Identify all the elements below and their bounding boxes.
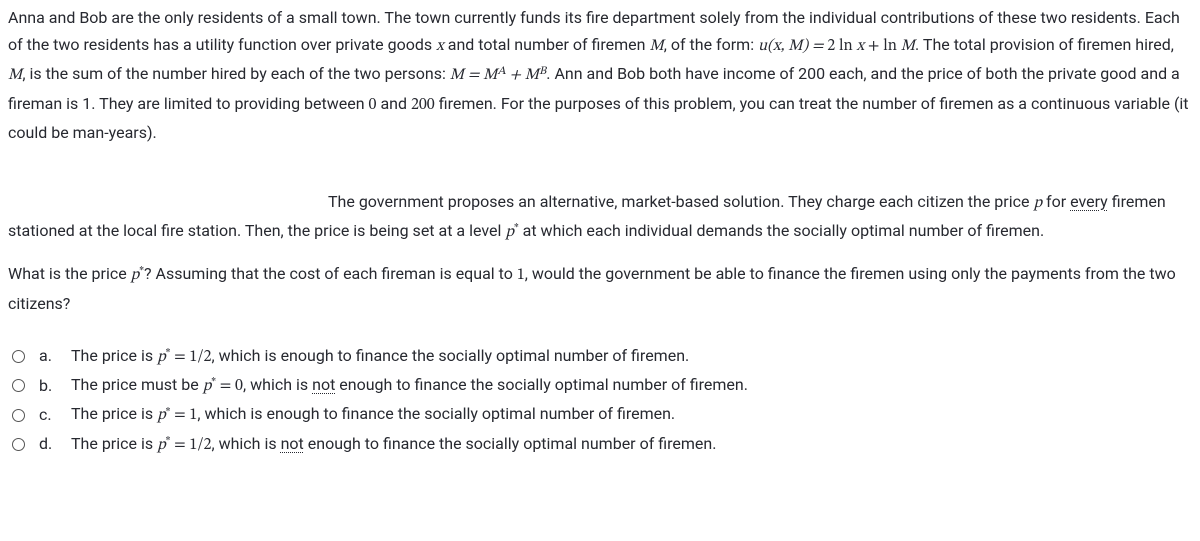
text: and total number of firemen [444,35,650,54]
text: , which is [243,375,312,394]
option-text: The price is p* = 1/2, which is not enou… [71,431,716,458]
value: = 0 [216,378,243,394]
star: * [514,222,519,234]
option-d[interactable]: d. The price is p* = 1/2, which is not e… [12,431,1192,458]
text: and [376,94,411,113]
var-M: M [8,67,22,83]
var-pstar: p [131,267,140,283]
var-pstar: p [505,224,514,240]
var-p: p [1033,195,1042,211]
var-M: M [901,38,915,54]
option-c[interactable]: c. The price is p* = 1, which is enough … [12,401,1192,428]
star: * [211,376,216,388]
option-a[interactable]: a. The price is p* = 1/2, which is enoug… [12,343,1192,370]
problem-context: Anna and Bob are the only residents of a… [8,4,1192,146]
two-hundred: 200 [411,97,435,113]
text: , of the form: [664,35,758,54]
option-letter: b. [39,373,57,399]
text: , is the sum of the number hired by each… [22,64,449,83]
text: The government proposes an alternative, … [328,192,1033,211]
text: , which is enough to finance the sociall… [197,404,675,423]
radio-b[interactable] [12,379,25,392]
value: = 1/2 [170,437,211,453]
text: at which each individual demands the soc… [519,221,1045,240]
not-underlined: not [312,375,335,394]
star: * [166,406,171,418]
superscript-A: A [497,65,505,77]
text: ? Assuming that the cost of each fireman… [144,264,517,283]
option-letter: c. [39,402,57,428]
text: The price is [71,346,157,365]
text: The price must be [71,375,203,394]
utility-rhs-b: + ln [864,38,901,54]
one: 1 [517,267,525,283]
text: . The total provision of firemen hired, [915,35,1174,54]
option-letter: a. [39,343,57,369]
text: What is the price [8,264,131,283]
option-text: The price must be p* = 0, which is not e… [71,372,748,399]
var-x: x [436,38,444,54]
proposal-paragraph: The government proposes an alternative, … [8,188,1192,246]
star: * [166,347,171,359]
value: = 1 [170,407,197,423]
text: for [1042,192,1070,211]
var-x: x [856,38,864,54]
M-equation: M = M [450,67,498,83]
value: = 1/2 [170,349,211,365]
option-b[interactable]: b. The price must be p* = 0, which is no… [12,372,1192,399]
radio-c[interactable] [12,409,25,422]
every-underlined: every [1070,192,1108,211]
plus-MB: + M [506,67,539,83]
var-pstar: p [157,437,166,453]
text: , which is [211,434,280,453]
utility-lhs: u(x, M) = [758,38,827,54]
option-text: The price is p* = 1, which is enough to … [71,401,675,428]
text: enough to finance the socially optimal n… [335,375,748,394]
radio-a[interactable] [12,350,25,363]
utility-rhs-a: 2 ln [827,38,856,54]
var-pstar: p [157,407,166,423]
star: * [166,435,171,447]
option-text: The price is p* = 1/2, which is enough t… [71,343,689,370]
text: enough to finance the socially optimal n… [304,434,717,453]
var-pstar: p [203,378,212,394]
radio-d[interactable] [12,438,25,451]
option-letter: d. [39,431,57,457]
options-group: a. The price is p* = 1/2, which is enoug… [8,343,1192,459]
text: The price is [71,404,157,423]
var-pstar: p [157,349,166,365]
text: , which is enough to finance the sociall… [211,346,689,365]
not-underlined: not [281,434,304,453]
text: The price is [71,434,157,453]
superscript-B: B [539,65,546,77]
question-paragraph: What is the price p*? Assuming that the … [8,260,1192,316]
star: * [139,265,144,277]
var-M: M [649,38,663,54]
